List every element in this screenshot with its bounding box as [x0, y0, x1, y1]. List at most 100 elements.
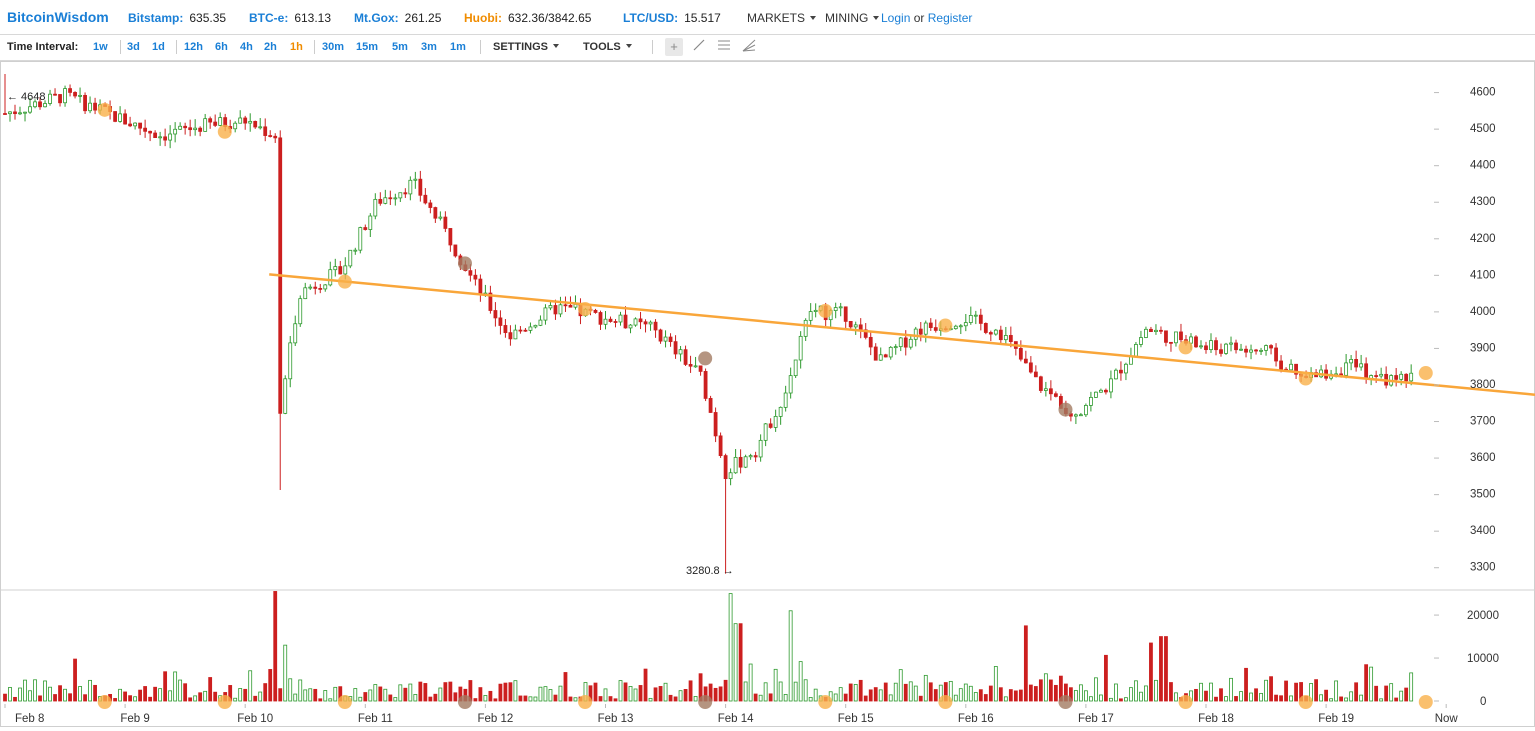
interval-2h[interactable]: 2h — [264, 41, 277, 53]
candle-body — [563, 304, 568, 307]
brand-logo[interactable]: BitcoinWisdom — [7, 9, 109, 25]
candle-body — [1008, 335, 1013, 342]
tools-menu[interactable]: TOOLS — [583, 41, 632, 53]
candle-body — [888, 346, 893, 358]
fib-levels-icon[interactable] — [715, 38, 733, 56]
settings-menu[interactable]: SETTINGS — [493, 41, 560, 53]
volume-bar — [1099, 694, 1103, 702]
ticker-huobi[interactable]: Huobi: 632.36/3842.65 — [464, 11, 591, 25]
volume-bar — [998, 687, 1003, 702]
volume-bar — [1003, 696, 1008, 702]
volume-bar — [1244, 667, 1248, 702]
candle-body — [23, 111, 27, 114]
volume-bar — [318, 698, 323, 702]
candle-body — [1179, 331, 1183, 341]
candle-body — [1204, 345, 1208, 351]
mining-menu[interactable]: MINING — [825, 11, 880, 25]
candle-body — [1404, 373, 1409, 382]
volume-bar — [1109, 697, 1113, 702]
interval-1m[interactable]: 1m — [450, 41, 466, 53]
candle-body — [788, 375, 793, 394]
candlestick-chart[interactable]: 4600 4500 4400 4300 4200 4100 4000 3900 3800 3700… — [0, 61, 1535, 728]
volume-bar — [173, 671, 178, 702]
crosshair-icon[interactable]: + — [665, 38, 683, 56]
interval-5m[interactable]: 5m — [392, 41, 408, 53]
interval-1w[interactable]: 1w — [93, 41, 108, 53]
register-link[interactable]: Register — [927, 11, 973, 25]
time-tick-label: Feb 18 — [1198, 713, 1234, 725]
ticker-btce[interactable]: BTC-e: 613.13 — [249, 11, 331, 25]
time-tick-label: Feb 14 — [718, 713, 754, 725]
price-axis: 4600 4500 4400 4300 4200 4100 4000 3900 3800 3700… — [1434, 87, 1496, 574]
volume-bar — [1349, 691, 1354, 702]
markets-menu[interactable]: MARKETS — [747, 11, 817, 25]
volume-bar — [1114, 683, 1118, 702]
volume-bar — [393, 697, 398, 702]
volume-bar — [853, 684, 858, 702]
interval-3d[interactable]: 3d — [127, 41, 140, 53]
volume-bar — [353, 688, 358, 702]
candle-body — [198, 127, 203, 132]
volume-bar — [753, 693, 758, 702]
candle-body — [593, 309, 598, 313]
candle-body — [513, 329, 518, 340]
volume-bar — [748, 663, 753, 702]
candle-body — [803, 319, 808, 337]
volume-bar — [643, 668, 648, 702]
volume-bar — [678, 690, 683, 702]
interval-12h[interactable]: 12h — [184, 41, 203, 53]
volume-bar — [868, 689, 873, 702]
fan-tool-icon[interactable] — [740, 38, 758, 56]
volume-bar — [918, 695, 923, 702]
ticker-mtgox[interactable]: Mt.Gox: 261.25 — [354, 11, 441, 25]
volume-bar — [1224, 696, 1228, 702]
ticker-bitstamp[interactable]: Bitstamp: 635.35 — [128, 11, 226, 25]
candle-body — [798, 335, 803, 361]
candle-body — [403, 192, 408, 195]
candle-body — [958, 325, 963, 328]
interval-3m[interactable]: 3m — [421, 41, 437, 53]
trendline[interactable] — [269, 273, 1535, 396]
volume-bar — [158, 688, 163, 702]
volume-bar — [1219, 688, 1223, 702]
interval-6h[interactable]: 6h — [215, 41, 228, 53]
interval-4h[interactable]: 4h — [240, 41, 253, 53]
candle-body — [313, 286, 318, 289]
volume-bar — [803, 679, 808, 702]
candle-body — [843, 306, 848, 322]
volume-bar — [1008, 689, 1013, 702]
event-marker — [217, 124, 232, 139]
interval-15m[interactable]: 15m — [356, 41, 379, 53]
interval-1h[interactable]: 1h — [290, 41, 303, 53]
interval-1d[interactable]: 1d — [152, 41, 165, 53]
candle-body — [698, 365, 703, 372]
candle-body — [183, 125, 188, 129]
candle-body — [1043, 388, 1048, 391]
volume-bar — [843, 693, 848, 702]
candle-body — [283, 378, 288, 414]
volume-bar — [1018, 689, 1023, 702]
interval-30m[interactable]: 30m — [322, 41, 345, 53]
price-tick-label: 3400 — [1470, 525, 1496, 537]
volume-bar — [183, 683, 188, 702]
chart-area[interactable]: 4600 4500 4400 4300 4200 4100 4000 3900 3800 3700… — [0, 61, 1535, 728]
volume-bar — [8, 687, 12, 702]
ticker-ltcusd[interactable]: LTC/USD: 15.517 — [623, 11, 721, 25]
candle-body — [838, 306, 843, 309]
event-marker — [1058, 402, 1073, 417]
volume-bar — [798, 661, 803, 702]
candle-body — [1018, 348, 1023, 360]
volume-bar — [203, 690, 208, 702]
volume-bar — [628, 686, 633, 702]
volume-bar — [453, 692, 458, 702]
login-link[interactable]: Login — [881, 11, 911, 25]
price-tick-label: 3700 — [1470, 416, 1496, 428]
volume-bar — [1023, 625, 1028, 702]
line-tool-icon[interactable] — [690, 38, 708, 56]
volume-bar — [1078, 684, 1083, 702]
divider — [120, 40, 121, 54]
event-marker — [818, 303, 833, 318]
volume-bar — [1329, 698, 1334, 702]
volume-bar — [1084, 690, 1088, 702]
volume-event-marker — [217, 695, 232, 709]
